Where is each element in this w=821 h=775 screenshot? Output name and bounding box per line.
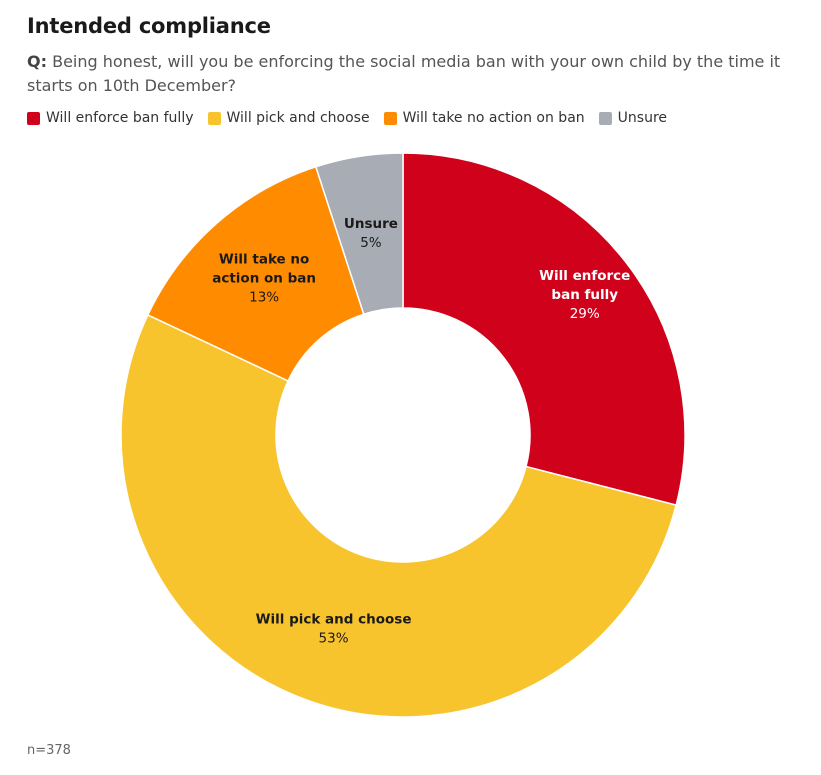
legend-swatch-unsure: [598, 111, 612, 125]
slice-label-will-take-no-action-on-ban: Will take no action on ban 13%: [212, 251, 316, 305]
slice-label-will-pick-and-choose: Will pick and choose 53%: [256, 611, 412, 646]
chart-title: Intended compliance: [27, 14, 271, 38]
slice-label-name: Will take no: [219, 251, 309, 267]
legend-swatch-pick: [207, 111, 221, 125]
slice-label-unsure: Unsure 5%: [344, 216, 398, 251]
legend-label-no-action: Will take no action on ban: [402, 110, 585, 126]
legend-label-pick: Will pick and choose: [226, 110, 370, 126]
question-body: Being honest, will you be enforcing the …: [27, 52, 781, 95]
slice-will-pick-and-choose[interactable]: [120, 313, 678, 718]
slice-label-name: action on ban: [212, 270, 316, 286]
legend-label-unsure: Unsure: [617, 110, 668, 126]
slice-label-will-enforce-ban-fully: Will enforce ban fully 29%: [539, 268, 630, 322]
slice-will-take-no-action-on-ban[interactable]: [146, 165, 365, 382]
slice-label-value: 29%: [570, 306, 600, 322]
question-text: Q: Being honest, will you be enforcing t…: [27, 50, 797, 98]
slice-label-name: ban fully: [551, 287, 618, 303]
slice-label-name: Unsure: [344, 216, 398, 232]
slice-label-name: Will enforce: [539, 268, 630, 284]
legend: Will enforce ban fully Will pick and cho…: [27, 110, 681, 126]
question-prefix: Q:: [27, 52, 47, 71]
legend-swatch-enforce: [27, 111, 40, 125]
slice-unsure[interactable]: [314, 152, 404, 316]
legend-label-enforce: Will enforce ban fully: [46, 110, 194, 126]
slice-label-value: 13%: [249, 289, 279, 305]
slice-will-enforce-ban-fully[interactable]: [402, 152, 686, 507]
slice-label-name: Will pick and choose: [256, 611, 412, 627]
slice-label-value: 5%: [360, 235, 382, 251]
slice-label-value: 53%: [319, 630, 349, 646]
legend-item-unsure[interactable]: Unsure: [598, 110, 668, 126]
legend-swatch-no-action: [383, 111, 397, 125]
legend-item-enforce[interactable]: Will enforce ban fully: [27, 110, 194, 126]
legend-item-pick[interactable]: Will pick and choose: [207, 110, 370, 126]
sample-size-note: n=378: [27, 743, 71, 758]
legend-item-no-action[interactable]: Will take no action on ban: [383, 110, 585, 126]
